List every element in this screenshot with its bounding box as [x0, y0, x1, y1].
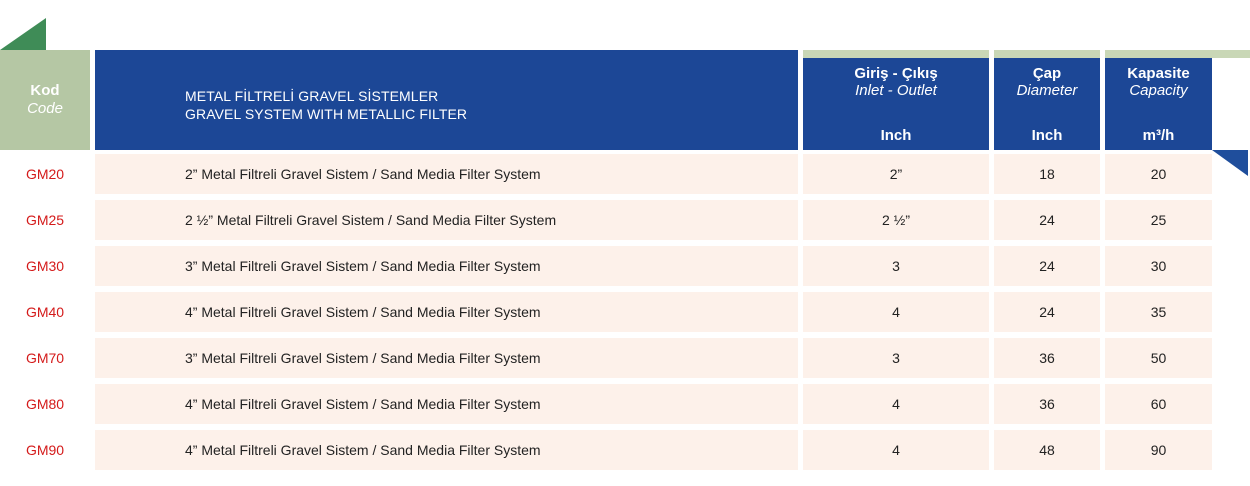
product-description: 3” Metal Filtreli Gravel Sistem / Sand M…	[95, 246, 798, 286]
product-code: GM20	[25, 166, 65, 182]
diameter-header-unit: Inch	[1031, 127, 1063, 144]
diameter-value: 24	[994, 246, 1100, 286]
capacity-value: 35	[1105, 292, 1212, 332]
product-description: 4” Metal Filtreli Gravel Sistem / Sand M…	[95, 430, 798, 470]
diameter-header-label-en: Diameter	[1016, 82, 1078, 99]
corner-triangle-blue	[1212, 150, 1248, 176]
diameter-value: 36	[994, 384, 1100, 424]
inlet-size: 3	[803, 246, 989, 286]
table-row: GM70 3” Metal Filtreli Gravel Sistem / S…	[0, 338, 1250, 378]
product-description: 4” Metal Filtreli Gravel Sistem / Sand M…	[95, 292, 798, 332]
inlet-size: 3	[803, 338, 989, 378]
table-row: GM90 4” Metal Filtreli Gravel Sistem / S…	[0, 430, 1250, 470]
capacity-value: 90	[1105, 430, 1212, 470]
product-code: GM40	[25, 304, 65, 320]
diameter-header-label: Çap	[1032, 65, 1062, 82]
inlet-header-unit: Inch	[880, 127, 912, 144]
inlet-size: 4	[803, 430, 989, 470]
product-code: GM90	[25, 442, 65, 458]
capacity-value: 60	[1105, 384, 1212, 424]
product-description: 2 ½” Metal Filtreli Gravel Sistem / Sand…	[95, 200, 798, 240]
capacity-value: 50	[1105, 338, 1212, 378]
header-accent-strip	[803, 50, 989, 58]
inlet-size: 2”	[803, 154, 989, 194]
product-code: GM80	[25, 396, 65, 412]
header-accent-strip	[994, 50, 1100, 58]
diameter-value: 24	[994, 292, 1100, 332]
inlet-header-label-en: Inlet - Outlet	[855, 82, 937, 99]
inlet-size: 4	[803, 384, 989, 424]
table-title: METAL FİLTRELİ GRAVEL SİSTEMLER GRAVEL S…	[185, 87, 467, 123]
table-row: GM30 3” Metal Filtreli Gravel Sistem / S…	[0, 246, 1250, 286]
table-row: GM25 2 ½” Metal Filtreli Gravel Sistem /…	[0, 200, 1250, 240]
table-row: GM40 4” Metal Filtreli Gravel Sistem / S…	[0, 292, 1250, 332]
capacity-column-header: Kapasite Capacity m³/h	[1105, 50, 1250, 150]
inlet-header-label: Giriş - Çıkış	[854, 65, 938, 82]
inlet-size: 4	[803, 292, 989, 332]
inlet-column-header: Giriş - Çıkış Inlet - Outlet Inch	[803, 50, 989, 150]
capacity-value: 20	[1105, 154, 1212, 194]
table-title-header: METAL FİLTRELİ GRAVEL SİSTEMLER GRAVEL S…	[95, 50, 798, 150]
table-title-line-en: GRAVEL SYSTEM WITH METALLIC FILTER	[185, 106, 468, 122]
diameter-value: 24	[994, 200, 1100, 240]
product-code: GM30	[25, 258, 65, 274]
code-column-header: Kod Code	[0, 50, 90, 150]
capacity-header-unit: m³/h	[1142, 127, 1175, 144]
product-code: GM25	[25, 212, 65, 228]
table-title-line-tr: METAL FİLTRELİ GRAVEL SİSTEMLER	[185, 88, 439, 104]
product-code: GM70	[25, 350, 65, 366]
capacity-header-label-en: Capacity	[1129, 82, 1188, 99]
code-header-label-en: Code	[27, 100, 63, 117]
inlet-size: 2 ½”	[803, 200, 989, 240]
table-row: GM20 2” Metal Filtreli Gravel Sistem / S…	[0, 154, 1250, 194]
diameter-value: 18	[994, 154, 1100, 194]
capacity-value: 30	[1105, 246, 1212, 286]
corner-triangle-green	[0, 18, 46, 50]
header-accent-strip	[1105, 50, 1250, 58]
diameter-value: 48	[994, 430, 1100, 470]
table-row: GM80 4” Metal Filtreli Gravel Sistem / S…	[0, 384, 1250, 424]
capacity-header-label: Kapasite	[1127, 65, 1190, 82]
product-description: 2” Metal Filtreli Gravel Sistem / Sand M…	[95, 154, 798, 194]
diameter-value: 36	[994, 338, 1100, 378]
diameter-column-header: Çap Diameter Inch	[994, 50, 1100, 150]
product-description: 4” Metal Filtreli Gravel Sistem / Sand M…	[95, 384, 798, 424]
capacity-value: 25	[1105, 200, 1212, 240]
code-header-label: Kod	[30, 82, 60, 99]
product-description: 3” Metal Filtreli Gravel Sistem / Sand M…	[95, 338, 798, 378]
